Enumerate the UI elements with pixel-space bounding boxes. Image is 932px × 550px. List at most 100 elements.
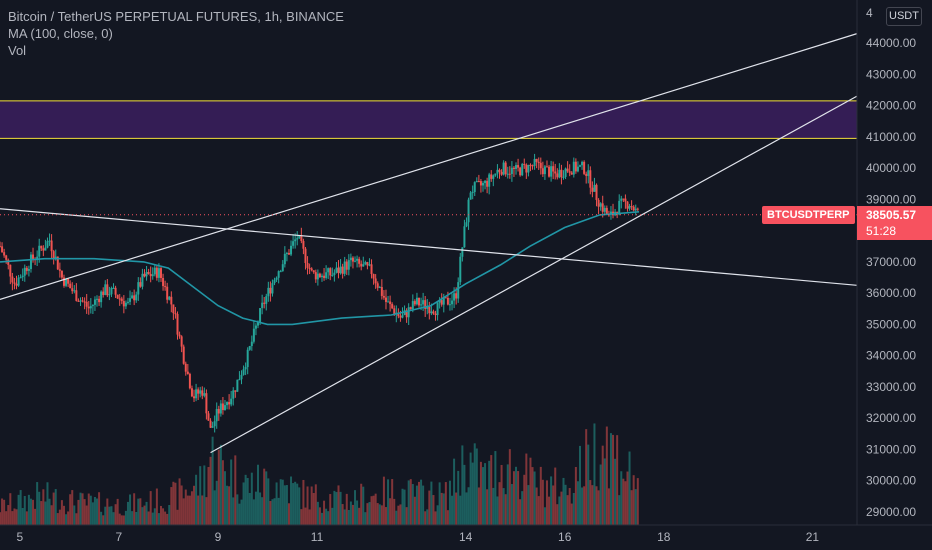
candle-body — [176, 313, 179, 335]
volume-bar — [331, 507, 334, 525]
volume-bar — [314, 484, 317, 525]
candle-body — [137, 282, 140, 295]
volume-bar — [283, 485, 286, 525]
candle-body — [232, 390, 235, 399]
candle-body — [298, 235, 301, 239]
candle-body — [605, 207, 608, 215]
candle-body — [494, 173, 497, 176]
currency-selector[interactable]: USDT — [886, 7, 922, 26]
candle-body — [413, 301, 416, 305]
volume-bar — [102, 515, 105, 525]
candle-body — [207, 413, 210, 421]
volume-bar — [558, 496, 561, 525]
volume-bar — [529, 457, 532, 525]
volume-bar — [180, 485, 183, 525]
volume-bar — [318, 507, 321, 525]
volume-bar — [323, 500, 326, 525]
price-tick-label: 31000.00 — [866, 442, 916, 456]
volume-bar — [98, 492, 101, 525]
candle-body — [442, 297, 445, 305]
candle-body — [331, 275, 334, 277]
volume-bar — [176, 509, 179, 525]
volume-bar — [207, 467, 210, 525]
trendline-1 — [0, 33, 858, 300]
candle-body — [539, 162, 542, 169]
candle-body — [484, 180, 487, 184]
volume-bar — [221, 460, 224, 525]
volume-bar — [380, 505, 383, 525]
volume-bar — [496, 496, 499, 525]
volume-bar — [310, 486, 313, 525]
candle-body — [93, 299, 96, 305]
volume-bar — [44, 501, 47, 525]
volume-bar — [149, 491, 152, 525]
candle-body — [399, 316, 402, 318]
candle-body — [418, 297, 421, 306]
candle-body — [490, 174, 493, 179]
volume-bar — [453, 458, 456, 525]
symbol-title[interactable]: Bitcoin / TetherUS PERPETUAL FUTURES, 1h… — [8, 9, 344, 24]
volume-bar — [358, 507, 361, 525]
candle-body — [407, 307, 410, 318]
candle-body — [263, 302, 266, 304]
volume-bar — [259, 492, 262, 525]
volume-bar — [329, 494, 332, 525]
candle-body — [40, 245, 43, 249]
volume-bar — [389, 498, 392, 525]
candle-body — [430, 311, 433, 314]
volume-bar — [500, 464, 503, 525]
volume-bar — [46, 482, 49, 525]
volume-bar — [42, 489, 45, 525]
trendlines — [0, 33, 858, 454]
candle-body — [257, 322, 260, 326]
volume-bar — [190, 491, 193, 525]
volume-bar — [71, 490, 74, 525]
candle-body — [459, 256, 462, 283]
candle-body — [335, 267, 338, 273]
candle-body — [143, 273, 146, 277]
volume-bar — [531, 467, 534, 525]
volume-bar — [263, 468, 266, 525]
volume-indicator-label[interactable]: Vol — [8, 43, 27, 58]
volume-bar — [374, 493, 377, 525]
volume-bar — [475, 448, 478, 525]
volume-bar — [151, 512, 154, 525]
volume-bar — [320, 512, 323, 525]
candle-body — [244, 367, 247, 370]
volume-bar — [349, 501, 352, 525]
volume-bar — [541, 479, 544, 525]
price-tick-label: 41000.00 — [866, 130, 916, 144]
candle-body — [32, 254, 35, 260]
candle-body — [496, 169, 499, 174]
ma-line — [0, 211, 640, 326]
candle-body — [188, 373, 191, 389]
candle-body — [362, 264, 365, 267]
volume-bar — [304, 507, 307, 525]
volume-bar — [411, 484, 414, 525]
volume-bar — [409, 479, 412, 525]
candle-body — [634, 208, 637, 211]
volume-bar — [614, 458, 617, 525]
volume-bar — [246, 478, 249, 525]
volume-bar — [469, 452, 472, 525]
volume-bar — [300, 509, 303, 525]
candle-body — [486, 180, 489, 187]
candle-body — [502, 162, 505, 175]
volume-bar — [351, 504, 354, 525]
volume-bar — [451, 495, 454, 525]
volume-bar — [473, 443, 476, 525]
volume-bar — [242, 482, 245, 525]
candle-body — [110, 288, 113, 295]
volume-bar — [281, 479, 284, 525]
volume-bar — [366, 503, 369, 525]
candle-body — [368, 264, 371, 266]
volume-bar — [118, 513, 121, 525]
ma-indicator-label[interactable]: MA (100, close, 0) — [8, 26, 113, 41]
volume-bar — [426, 509, 429, 525]
volume-bar — [605, 426, 608, 525]
volume-bar — [116, 498, 119, 525]
volume-bar — [481, 467, 484, 525]
candle-body — [147, 272, 150, 274]
candle-body — [599, 203, 602, 207]
